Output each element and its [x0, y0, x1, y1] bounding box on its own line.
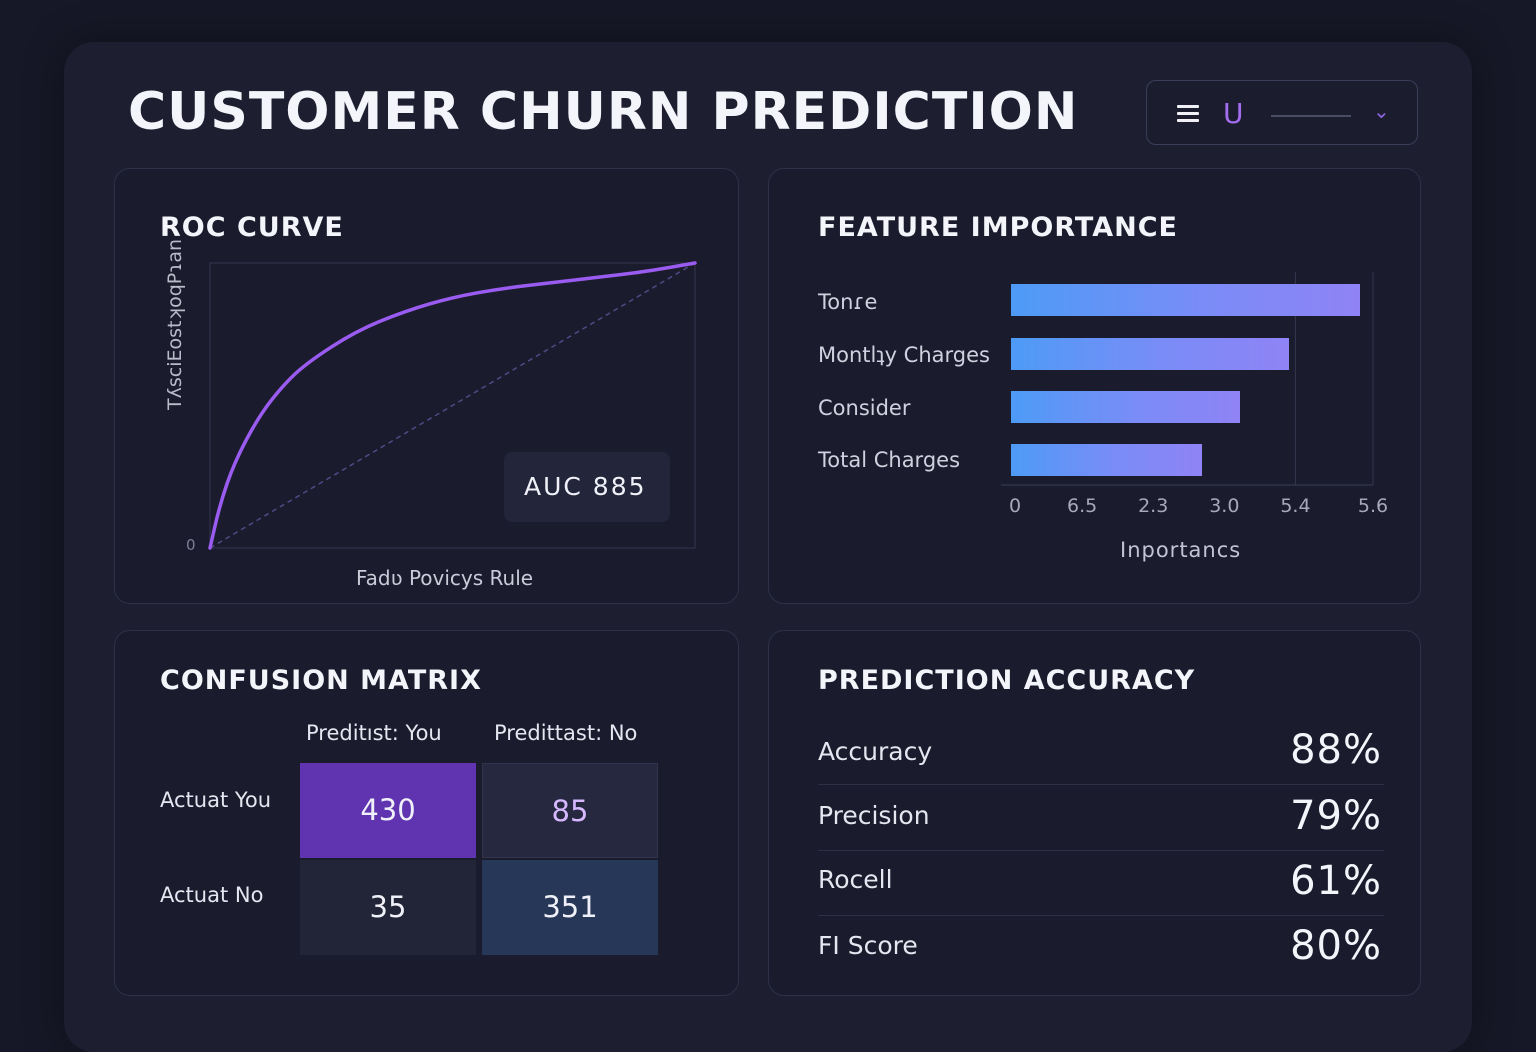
- fi-bar: [1011, 391, 1241, 423]
- auc-value: AUC 885: [524, 472, 647, 501]
- page-title: CUSTOMER CHURN PREDICTION: [128, 82, 1079, 142]
- fi-bar: [1011, 444, 1202, 476]
- fi-bar: [1011, 284, 1361, 316]
- hamburger-menu-icon[interactable]: [1177, 105, 1199, 123]
- fi-x-tick-label: 3.0: [1209, 495, 1240, 517]
- cm-col-header-yes: Preditıst: You: [306, 721, 442, 745]
- auc-badge: AUC 885: [504, 452, 670, 522]
- fi-category-label: Tonɾe: [818, 290, 878, 314]
- selector-underline: [1271, 115, 1351, 117]
- cm-cell-false-negative: 85: [482, 763, 658, 858]
- prediction-accuracy-title: PREDICTION ACCURACY: [818, 665, 1196, 696]
- fi-category-label: Consider: [818, 396, 911, 420]
- fi-x-tick-label: 2.3: [1138, 495, 1169, 517]
- metric-divider: [818, 915, 1384, 916]
- roc-title: ROC CURVE: [160, 212, 344, 243]
- cm-row-header-no: Actuat No: [160, 883, 264, 907]
- roc-origin-tick: 0: [186, 536, 196, 554]
- metric-divider: [818, 850, 1384, 851]
- cm-col-header-no: Predittast: No: [494, 721, 638, 745]
- feature-importance-title: FEATURE IMPORTANCE: [818, 212, 1178, 243]
- roc-x-axis-label: Fadʋ Povicys Rule: [356, 566, 534, 590]
- metric-divider: [818, 784, 1384, 785]
- fi-category-label: Montlʇy Charges: [818, 343, 990, 367]
- fi-x-tick-label: 5.4: [1280, 495, 1311, 517]
- fi-category-label: Total Charges: [818, 448, 961, 472]
- metric-label-precision: Precision: [818, 801, 930, 830]
- metric-label-accuracy: Accuracy: [818, 737, 933, 766]
- fi-x-tick-label: 5.6: [1357, 495, 1389, 517]
- view-selector[interactable]: U ⌄: [1146, 80, 1418, 145]
- cm-cell-false-positive: 35: [300, 860, 476, 955]
- metric-value-recall: 61%: [1290, 858, 1382, 904]
- fi-bar: [1011, 338, 1289, 370]
- metric-value-precision: 79%: [1290, 793, 1382, 839]
- chevron-down-icon[interactable]: ⌄: [1373, 99, 1390, 123]
- confusion-matrix-title: CONFUSION MATRIX: [160, 665, 482, 696]
- fi-x-tick-label: 0: [1008, 495, 1022, 517]
- metric-value-f1: 80%: [1290, 923, 1382, 969]
- feature-importance-x-label: Inportancs: [1120, 538, 1242, 562]
- metric-value-accuracy: 88%: [1290, 727, 1382, 773]
- roc-y-axis-label: TʎsciEostʞoqPɿan: [164, 238, 186, 410]
- cm-cell-true-positive: 430: [300, 763, 476, 858]
- cm-cell-true-negative: 351: [482, 860, 658, 955]
- cm-row-header-yes: Actuat You: [160, 788, 272, 812]
- selector-value: U: [1223, 97, 1244, 130]
- prediction-accuracy-card: [768, 630, 1421, 996]
- metric-label-recall: Rocell: [818, 865, 893, 894]
- metric-label-f1: FI Score: [818, 931, 918, 960]
- feature-importance-card: [768, 168, 1421, 604]
- fi-x-tick-label: 6.5: [1066, 495, 1098, 517]
